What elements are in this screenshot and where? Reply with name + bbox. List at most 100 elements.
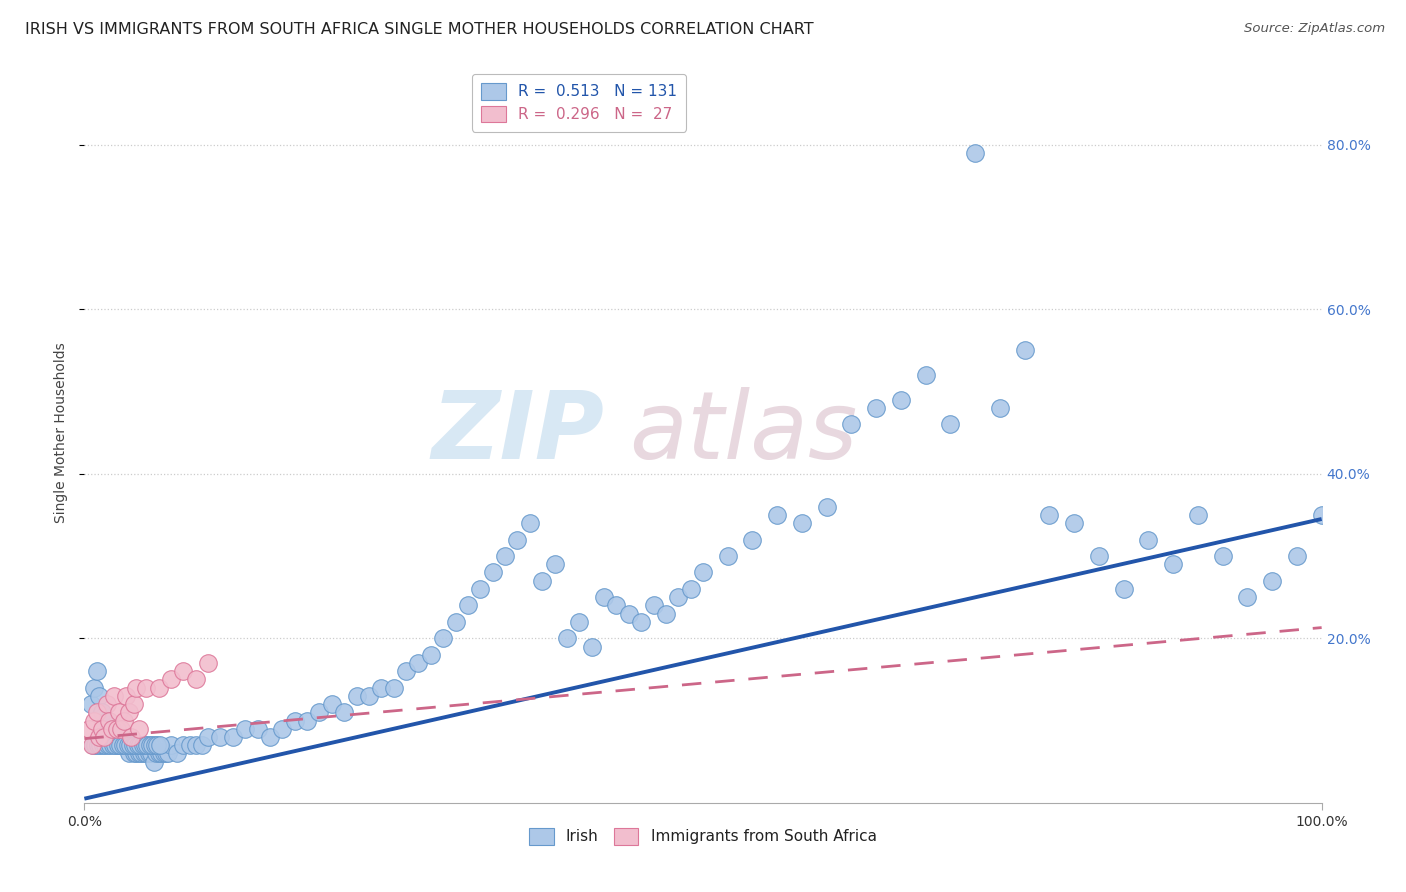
Point [141, 738, 163, 752]
Point [139, 738, 162, 752]
Point [111, 738, 134, 752]
Point [419, 648, 441, 662]
Point [83, 714, 105, 728]
Point [246, 722, 269, 736]
Point [125, 681, 148, 695]
Point [172, 738, 194, 752]
Point [135, 681, 157, 695]
Point [100, 722, 122, 736]
Point [605, 599, 627, 613]
Point [543, 558, 565, 572]
Point [568, 615, 591, 629]
Point [121, 738, 143, 752]
Point [122, 747, 145, 761]
Point [110, 738, 132, 752]
Point [128, 722, 150, 736]
Point [233, 722, 256, 736]
Point [100, 722, 122, 736]
Point [1112, 582, 1135, 596]
Text: IRISH VS IMMIGRANTS FROM SOUTH AFRICA SINGLE MOTHER HOUSEHOLDS CORRELATION CHART: IRISH VS IMMIGRANTS FROM SOUTH AFRICA SI… [25, 22, 814, 37]
Point [118, 747, 141, 761]
Point [184, 673, 207, 687]
Point [617, 607, 640, 621]
Point [134, 738, 156, 752]
Point [150, 747, 173, 761]
Point [370, 681, 392, 695]
Point [142, 755, 165, 769]
Point [86, 664, 108, 678]
Point [197, 656, 219, 670]
Point [259, 730, 281, 744]
Point [666, 590, 689, 604]
Point [108, 738, 131, 752]
Point [93, 722, 115, 736]
Point [104, 738, 127, 752]
Point [120, 730, 142, 744]
Point [1161, 558, 1184, 572]
Point [284, 714, 307, 728]
Point [890, 392, 912, 407]
Point [555, 632, 578, 646]
Point [148, 747, 170, 761]
Point [105, 738, 128, 752]
Point [679, 582, 702, 596]
Point [815, 500, 838, 514]
Point [197, 730, 219, 744]
Point [90, 722, 112, 736]
Point [115, 738, 138, 752]
Point [152, 747, 174, 761]
Point [655, 607, 678, 621]
Point [357, 689, 380, 703]
Point [717, 549, 740, 563]
Point [209, 730, 232, 744]
Point [308, 706, 330, 720]
Point [333, 706, 356, 720]
Point [382, 681, 405, 695]
Point [135, 747, 157, 761]
Point [143, 738, 166, 752]
Point [179, 738, 201, 752]
Point [110, 722, 132, 736]
Point [96, 714, 118, 728]
Legend: Irish, Immigrants from South Africa: Irish, Immigrants from South Africa [523, 822, 883, 851]
Point [124, 738, 146, 752]
Point [89, 738, 111, 752]
Point [98, 730, 121, 744]
Point [643, 599, 665, 613]
Point [1187, 508, 1209, 522]
Point [321, 697, 343, 711]
Point [395, 664, 418, 678]
Point [166, 747, 188, 761]
Point [481, 566, 503, 580]
Point [98, 714, 121, 728]
Point [581, 640, 603, 654]
Point [146, 738, 169, 752]
Point [1063, 516, 1085, 530]
Point [114, 738, 136, 752]
Point [346, 689, 368, 703]
Point [105, 722, 128, 736]
Point [149, 738, 172, 752]
Point [110, 730, 132, 744]
Point [531, 574, 554, 588]
Point [519, 516, 541, 530]
Point [741, 533, 763, 547]
Point [131, 738, 153, 752]
Point [408, 656, 430, 670]
Point [125, 747, 148, 761]
Point [87, 738, 110, 752]
Point [145, 747, 167, 761]
Text: ZIP: ZIP [432, 386, 605, 479]
Point [118, 706, 141, 720]
Point [120, 738, 142, 752]
Point [1310, 508, 1333, 522]
Point [128, 747, 150, 761]
Point [1285, 549, 1308, 563]
Point [93, 730, 115, 744]
Point [160, 673, 183, 687]
Point [965, 145, 987, 160]
Point [1212, 549, 1234, 563]
Point [630, 615, 652, 629]
Point [129, 738, 152, 752]
Point [136, 738, 159, 752]
